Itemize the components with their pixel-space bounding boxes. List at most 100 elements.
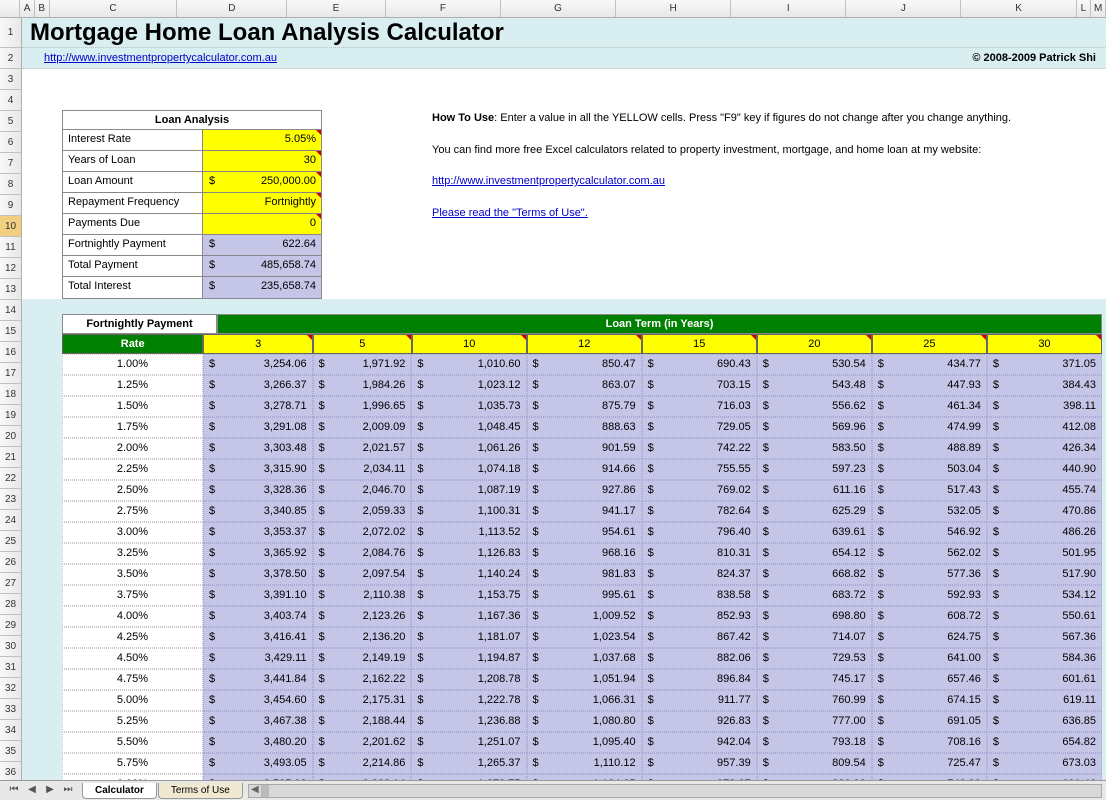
- col-header-M[interactable]: M: [1091, 0, 1106, 17]
- comment-marker-icon[interactable]: [316, 151, 321, 156]
- rate-cell: 2.75%: [62, 501, 203, 522]
- payment-cell: $954.61: [527, 522, 642, 543]
- year-header: 5: [313, 334, 412, 354]
- la-label: Repayment Frequency: [63, 193, 203, 213]
- tab-nav-first-icon[interactable]: ⏮: [6, 783, 22, 799]
- col-header-F[interactable]: F: [386, 0, 501, 17]
- tab-nav-next-icon[interactable]: ▶: [42, 783, 58, 799]
- la-value[interactable]: 0: [221, 214, 321, 234]
- comment-marker-icon[interactable]: [316, 214, 321, 219]
- row-header-21[interactable]: 21: [0, 447, 22, 468]
- row-header-25[interactable]: 25: [0, 531, 22, 552]
- row-header-33[interactable]: 33: [0, 699, 22, 720]
- row-header-18[interactable]: 18: [0, 384, 22, 405]
- payment-cell: $914.66: [527, 459, 642, 480]
- row-header-26[interactable]: 26: [0, 552, 22, 573]
- comment-marker-icon[interactable]: [316, 172, 321, 177]
- la-value[interactable]: 30: [221, 151, 321, 171]
- col-header-L[interactable]: L: [1077, 0, 1092, 17]
- la-value: 622.64: [221, 235, 321, 255]
- website-link[interactable]: http://www.investmentpropertycalculator.…: [44, 48, 277, 68]
- row-header-11[interactable]: 11: [0, 237, 22, 258]
- col-header-A[interactable]: A: [20, 0, 35, 17]
- comment-marker-icon[interactable]: [866, 335, 871, 340]
- comment-marker-icon[interactable]: [316, 193, 321, 198]
- col-header-J[interactable]: J: [846, 0, 961, 17]
- la-value[interactable]: 250,000.00: [221, 172, 321, 192]
- row-header-8[interactable]: 8: [0, 174, 22, 195]
- la-label: Fortnightly Payment: [63, 235, 203, 255]
- comment-marker-icon[interactable]: [316, 130, 321, 135]
- row-header-3[interactable]: 3: [0, 69, 22, 90]
- comment-marker-icon[interactable]: [981, 335, 986, 340]
- la-label: Interest Rate: [63, 130, 203, 150]
- row-header-29[interactable]: 29: [0, 615, 22, 636]
- col-header-C[interactable]: C: [50, 0, 178, 17]
- rate-cell: 4.00%: [62, 606, 203, 627]
- row-header-1[interactable]: 1: [0, 18, 22, 48]
- comment-marker-icon[interactable]: [636, 335, 641, 340]
- payment-cell: $995.61: [527, 585, 642, 606]
- comment-marker-icon[interactable]: [307, 335, 312, 340]
- payment-cell: $474.99: [872, 417, 987, 438]
- payment-cell: $1,100.31: [411, 501, 526, 522]
- tab-terms[interactable]: Terms of Use: [158, 783, 243, 799]
- row-header-9[interactable]: 9: [0, 195, 22, 216]
- rate-cell: 2.00%: [62, 438, 203, 459]
- payment-cell: $3,467.38: [203, 711, 313, 732]
- tab-calculator[interactable]: Calculator: [82, 783, 157, 799]
- tab-nav-prev-icon[interactable]: ◀: [24, 783, 40, 799]
- payment-cell: $1,251.07: [411, 732, 526, 753]
- la-value[interactable]: 5.05%: [221, 130, 321, 150]
- col-header-B[interactable]: B: [35, 0, 50, 17]
- payment-cell: $703.15: [642, 375, 757, 396]
- payment-cell: $3,353.37: [203, 522, 313, 543]
- row-header-35[interactable]: 35: [0, 741, 22, 762]
- row-header-12[interactable]: 12: [0, 258, 22, 279]
- col-header-E[interactable]: E: [287, 0, 386, 17]
- row-header-6[interactable]: 6: [0, 132, 22, 153]
- terms-link[interactable]: Please read the "Terms of Use".: [432, 207, 588, 219]
- la-value[interactable]: Fortnightly: [221, 193, 321, 213]
- row-header-10[interactable]: 10: [0, 216, 22, 237]
- row-header-27[interactable]: 27: [0, 573, 22, 594]
- payment-cell: $461.34: [872, 396, 987, 417]
- row-header-7[interactable]: 7: [0, 153, 22, 174]
- row-header-28[interactable]: 28: [0, 594, 22, 615]
- tab-nav-last-icon[interactable]: ⏭: [60, 783, 76, 799]
- row-header-23[interactable]: 23: [0, 489, 22, 510]
- payment-cell: $2,136.20: [313, 627, 412, 648]
- payment-cell: $850.47: [527, 354, 642, 375]
- comment-marker-icon[interactable]: [521, 335, 526, 340]
- row-header-30[interactable]: 30: [0, 636, 22, 657]
- dollar-sign: $: [203, 235, 221, 255]
- payment-cell: $1,222.78: [411, 690, 526, 711]
- comment-marker-icon[interactable]: [1096, 335, 1101, 340]
- row-header-22[interactable]: 22: [0, 468, 22, 489]
- payment-cell: $543.48: [757, 375, 872, 396]
- row-header-17[interactable]: 17: [0, 363, 22, 384]
- row-header-4[interactable]: 4: [0, 90, 22, 111]
- row-header-15[interactable]: 15: [0, 321, 22, 342]
- col-header-D[interactable]: D: [177, 0, 287, 17]
- comment-marker-icon[interactable]: [751, 335, 756, 340]
- row-header-16[interactable]: 16: [0, 342, 22, 363]
- comment-marker-icon[interactable]: [406, 335, 411, 340]
- row-header-32[interactable]: 32: [0, 678, 22, 699]
- row-header-34[interactable]: 34: [0, 720, 22, 741]
- col-header-K[interactable]: K: [961, 0, 1076, 17]
- row-header-31[interactable]: 31: [0, 657, 22, 678]
- col-header-I[interactable]: I: [731, 0, 846, 17]
- row-header-2[interactable]: 2: [0, 48, 22, 69]
- row-header-14[interactable]: 14: [0, 300, 22, 321]
- row-header-5[interactable]: 5: [0, 111, 22, 132]
- row-header-19[interactable]: 19: [0, 405, 22, 426]
- col-header-G[interactable]: G: [501, 0, 616, 17]
- payment-cell: $517.90: [987, 564, 1102, 585]
- horizontal-scrollbar[interactable]: ◀: [248, 784, 1102, 798]
- row-header-20[interactable]: 20: [0, 426, 22, 447]
- row-header-24[interactable]: 24: [0, 510, 22, 531]
- howto-link[interactable]: http://www.investmentpropertycalculator.…: [432, 175, 665, 187]
- col-header-H[interactable]: H: [616, 0, 731, 17]
- row-header-13[interactable]: 13: [0, 279, 22, 300]
